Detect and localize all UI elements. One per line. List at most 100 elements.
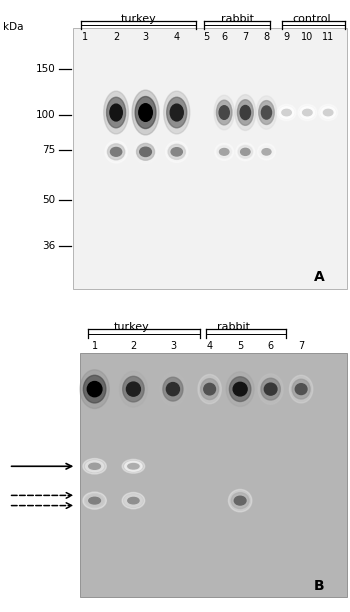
Ellipse shape [229, 377, 251, 401]
Ellipse shape [83, 492, 106, 509]
Ellipse shape [87, 381, 102, 397]
Ellipse shape [261, 378, 280, 400]
Ellipse shape [89, 463, 100, 469]
Ellipse shape [295, 384, 307, 395]
Ellipse shape [234, 496, 246, 505]
Bar [73, 28, 346, 289]
Text: turkey: turkey [121, 13, 156, 23]
Ellipse shape [240, 148, 250, 155]
Text: 4: 4 [174, 32, 180, 42]
Ellipse shape [237, 100, 253, 125]
Ellipse shape [104, 91, 128, 134]
Ellipse shape [126, 382, 140, 396]
Ellipse shape [231, 493, 249, 509]
Text: turkey: turkey [114, 322, 149, 332]
Text: B: B [314, 579, 324, 593]
Ellipse shape [89, 498, 100, 504]
Ellipse shape [171, 147, 182, 156]
Text: 7: 7 [242, 32, 248, 42]
Ellipse shape [163, 377, 183, 401]
Ellipse shape [119, 371, 147, 407]
Ellipse shape [198, 375, 221, 404]
Ellipse shape [134, 140, 157, 163]
Ellipse shape [264, 383, 277, 395]
Ellipse shape [160, 373, 186, 406]
Text: 150: 150 [36, 64, 55, 74]
Text: 2: 2 [130, 340, 136, 351]
Ellipse shape [292, 379, 310, 399]
Ellipse shape [106, 97, 126, 128]
Ellipse shape [128, 498, 139, 504]
Ellipse shape [258, 374, 283, 405]
Ellipse shape [167, 97, 187, 128]
Ellipse shape [303, 110, 312, 116]
Ellipse shape [261, 106, 272, 119]
Ellipse shape [260, 146, 273, 158]
Text: 100: 100 [36, 110, 55, 121]
Ellipse shape [170, 104, 183, 121]
Ellipse shape [107, 144, 125, 160]
Text: control: control [293, 13, 331, 23]
Ellipse shape [204, 383, 216, 395]
Ellipse shape [125, 461, 142, 471]
Ellipse shape [122, 493, 145, 509]
Text: 2: 2 [113, 32, 119, 42]
Ellipse shape [140, 147, 152, 157]
Ellipse shape [132, 90, 159, 135]
Text: 5: 5 [203, 32, 209, 42]
Ellipse shape [166, 382, 180, 396]
Ellipse shape [240, 105, 251, 119]
Ellipse shape [259, 100, 274, 124]
Ellipse shape [123, 376, 144, 402]
Text: kDa: kDa [4, 22, 24, 32]
Text: 9: 9 [284, 32, 290, 42]
Text: 6: 6 [267, 340, 274, 351]
Ellipse shape [277, 105, 296, 121]
Ellipse shape [236, 143, 255, 161]
Text: 75: 75 [42, 146, 55, 155]
Ellipse shape [168, 144, 186, 159]
Text: 11: 11 [322, 32, 334, 42]
Ellipse shape [219, 106, 229, 119]
Ellipse shape [86, 494, 104, 507]
Ellipse shape [111, 147, 122, 156]
Text: rabbit: rabbit [217, 322, 250, 332]
Ellipse shape [319, 105, 338, 121]
Ellipse shape [164, 91, 190, 134]
Ellipse shape [235, 95, 256, 130]
Ellipse shape [214, 95, 234, 130]
Ellipse shape [201, 379, 219, 400]
Text: 1: 1 [82, 32, 88, 42]
Text: 6: 6 [221, 32, 227, 42]
Ellipse shape [83, 375, 106, 403]
Text: 7: 7 [298, 340, 304, 351]
Ellipse shape [80, 370, 109, 408]
Ellipse shape [105, 141, 127, 163]
Ellipse shape [135, 97, 156, 129]
Ellipse shape [83, 458, 106, 474]
Ellipse shape [226, 372, 254, 406]
Bar [80, 353, 346, 597]
Ellipse shape [262, 149, 271, 155]
Ellipse shape [219, 149, 229, 155]
Ellipse shape [258, 144, 275, 160]
Text: 1: 1 [92, 340, 98, 351]
Text: A: A [314, 271, 324, 285]
Text: 5: 5 [237, 340, 243, 351]
Ellipse shape [300, 106, 315, 118]
Text: 4: 4 [206, 340, 213, 351]
Ellipse shape [298, 105, 317, 121]
Ellipse shape [110, 104, 122, 121]
Ellipse shape [229, 490, 252, 512]
Ellipse shape [215, 143, 234, 160]
Text: 8: 8 [264, 32, 270, 42]
Ellipse shape [256, 96, 276, 129]
Text: 50: 50 [42, 195, 55, 205]
Text: rabbit: rabbit [221, 13, 254, 23]
Ellipse shape [166, 141, 188, 162]
Ellipse shape [233, 382, 247, 396]
Text: 3: 3 [170, 340, 176, 351]
Text: 36: 36 [42, 242, 55, 252]
Ellipse shape [125, 495, 142, 507]
Ellipse shape [282, 110, 291, 116]
